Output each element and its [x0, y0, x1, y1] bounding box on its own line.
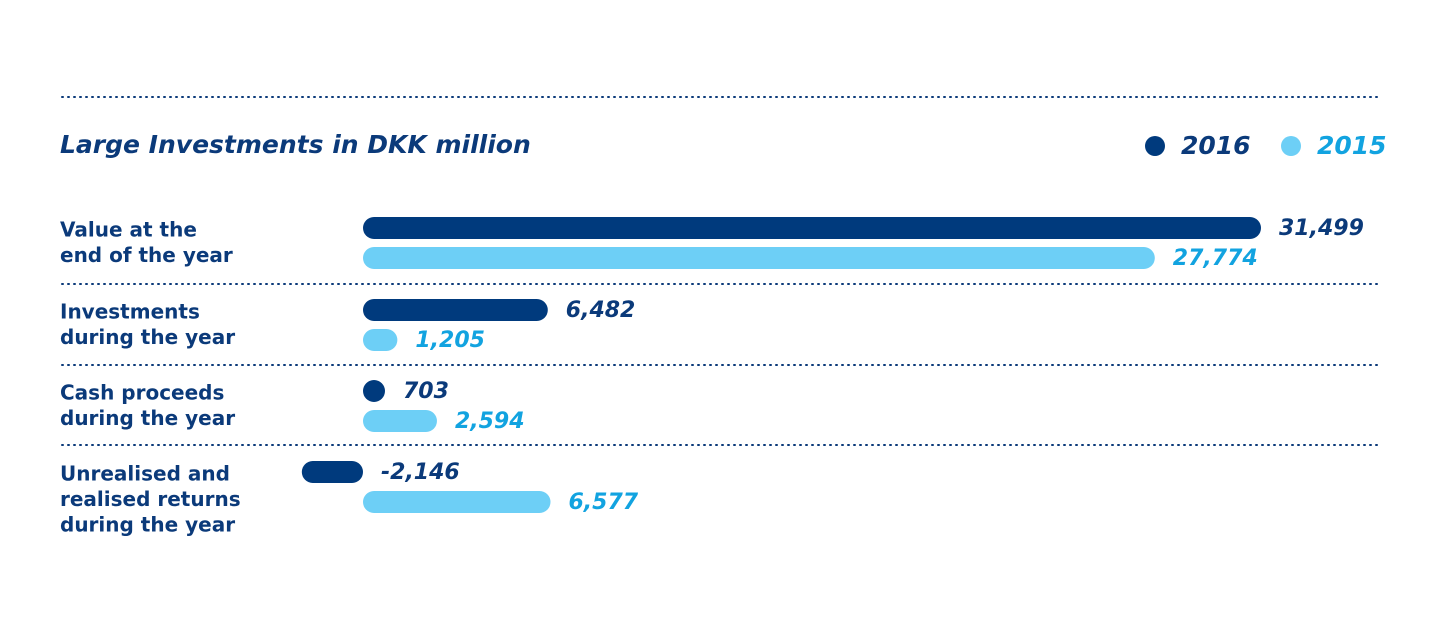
category-label: during the year — [60, 406, 235, 430]
category-label: Investments — [60, 300, 200, 324]
bar — [301, 461, 363, 483]
value-label: -2,146 — [381, 460, 460, 485]
category-label: end of the year — [60, 243, 233, 267]
category-label: during the year — [60, 513, 235, 537]
bar — [363, 217, 1261, 239]
category-label: Value at the — [60, 218, 197, 242]
legend-label: 2015 — [1317, 131, 1387, 160]
category-label: Cash proceeds — [60, 381, 224, 405]
value-label: 6,482 — [566, 298, 636, 323]
category-label: Unrealised and — [60, 462, 230, 486]
legend-swatch — [1281, 136, 1301, 156]
bar — [363, 247, 1155, 269]
value-label: 31,499 — [1279, 216, 1364, 241]
category-label: during the year — [60, 325, 235, 349]
value-label: 27,774 — [1173, 246, 1258, 271]
value-label: 703 — [403, 379, 449, 404]
category-label: realised returns — [60, 487, 241, 511]
chart-title: Large Investments in DKK million — [60, 130, 531, 159]
bar — [363, 491, 551, 513]
bar — [363, 299, 548, 321]
value-label: 1,205 — [415, 328, 485, 353]
bar — [363, 380, 385, 402]
bar — [363, 410, 437, 432]
bar — [363, 329, 398, 351]
value-label: 2,594 — [455, 409, 525, 434]
value-label: 6,577 — [569, 490, 639, 515]
legend-swatch — [1145, 136, 1165, 156]
legend-label: 2016 — [1181, 131, 1251, 160]
